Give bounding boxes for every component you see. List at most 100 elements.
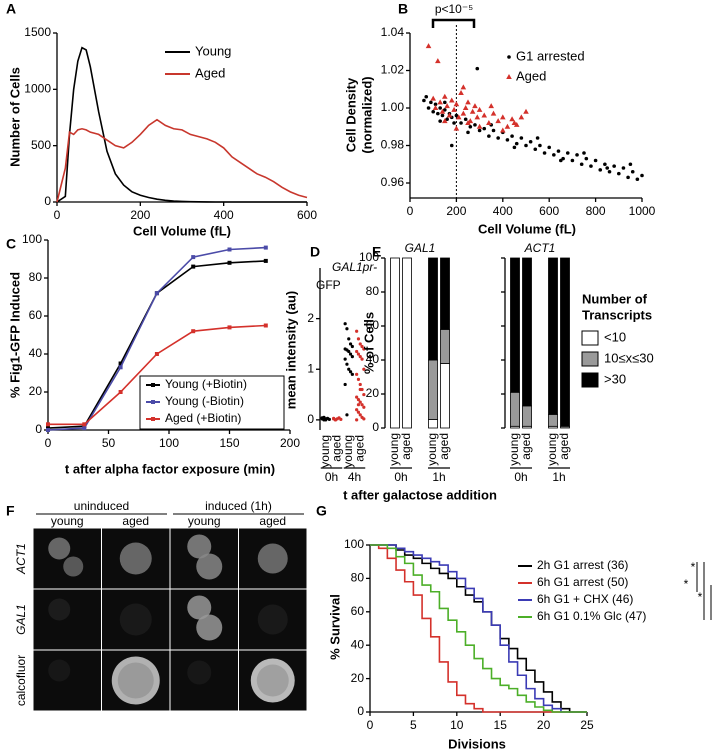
x-tick-label: 0: [407, 204, 414, 218]
point: [589, 164, 593, 168]
column-group-label: uninduced: [74, 499, 129, 513]
point: [538, 143, 542, 148]
point: [438, 119, 442, 123]
x-tick-label: 1000: [629, 204, 656, 218]
point: [458, 90, 464, 95]
point: [433, 102, 438, 107]
x-tick-label: 600: [539, 204, 559, 218]
point: [431, 109, 436, 114]
legend-label: Aged: [516, 68, 546, 83]
point: [640, 173, 644, 178]
point: [347, 337, 351, 341]
y-tick-label: 20: [351, 671, 365, 685]
legend-label: Aged (+Biotin): [165, 411, 241, 425]
point: [227, 247, 232, 252]
x-tick-label: 200: [130, 208, 150, 222]
point: [628, 162, 633, 167]
x-axis-label: Cell Volume (fL): [478, 221, 576, 236]
point: [463, 117, 468, 122]
point: [350, 354, 354, 359]
point: [500, 114, 506, 120]
y-tick-label: 20: [29, 384, 43, 398]
point: [154, 291, 159, 296]
y-tick-label: 0.96: [381, 175, 405, 189]
x-tick-label: young: [507, 433, 521, 466]
point: [442, 118, 448, 124]
point: [565, 151, 570, 155]
cell: [48, 598, 71, 621]
group-label: 1h: [432, 470, 445, 484]
y-tick-label: 40: [366, 352, 380, 366]
point: [436, 111, 440, 116]
panel-letter: B: [398, 1, 408, 17]
plot-title: GAL1pr-: [332, 260, 377, 274]
point: [362, 367, 366, 371]
point: [455, 114, 462, 120]
point: [465, 99, 471, 105]
bar-segment: [390, 257, 400, 429]
y-tick-label: 100: [359, 250, 379, 264]
point: [348, 370, 353, 374]
row-label: calcofluor: [14, 655, 28, 706]
point: [488, 103, 494, 109]
point: [358, 382, 362, 387]
point: [630, 169, 635, 174]
point: [227, 325, 232, 330]
row-label: ACT1: [14, 543, 28, 575]
point: [468, 124, 473, 129]
y-tick-label: 0: [372, 420, 379, 434]
x-axis-label: Number of: [582, 291, 648, 306]
bar-segment: [428, 419, 438, 429]
point: [358, 342, 362, 346]
point: [333, 418, 338, 422]
point: [440, 113, 445, 118]
survival-curve: [370, 544, 587, 713]
point: [462, 105, 469, 110]
legend-label: Young (+Biotin): [165, 377, 247, 391]
point: [460, 110, 467, 116]
x-tick-label: 25: [580, 718, 594, 732]
point: [82, 426, 87, 431]
point: [500, 127, 506, 133]
x-tick-label: young: [425, 433, 439, 466]
cell: [196, 553, 223, 580]
y-axis-label: Number of Cells: [7, 67, 22, 167]
point: [118, 361, 123, 366]
y-tick-label: 1: [307, 361, 314, 375]
legend-label: 2h G1 arrest (36): [537, 558, 628, 572]
bar-segment: [440, 328, 450, 364]
point: [355, 395, 359, 399]
point: [533, 147, 538, 152]
point: [348, 352, 353, 356]
legend-marker: [507, 55, 511, 59]
point: [475, 66, 480, 71]
significance-star: *: [691, 560, 696, 574]
x-tick-label: aged: [437, 433, 451, 460]
point: [490, 110, 497, 116]
point: [355, 418, 359, 422]
cell: [119, 603, 152, 636]
cell: [187, 660, 212, 685]
point: [443, 108, 447, 112]
y-axis-label: Cell Density: [343, 77, 358, 152]
point: [482, 126, 487, 131]
point: [504, 123, 511, 129]
point: [339, 417, 343, 421]
point: [429, 100, 433, 105]
panel-letter: G: [316, 503, 327, 519]
y-tick-label: 100: [344, 537, 364, 551]
point: [454, 113, 459, 118]
point: [424, 94, 429, 99]
cell: [187, 595, 212, 620]
legend-label: 6h G1 arrest (50): [537, 575, 628, 589]
series-line: [56, 118, 308, 203]
x-tick-label: 5: [410, 718, 417, 732]
bar-segment: [428, 257, 438, 361]
legend-label: 6h G1 0.1% Glc (47): [537, 609, 646, 623]
point: [476, 106, 483, 112]
point: [358, 354, 362, 359]
point: [510, 134, 514, 138]
x-axis-label: t after galactose addition: [343, 487, 497, 502]
significance-star: *: [698, 590, 703, 604]
point: [348, 342, 353, 346]
